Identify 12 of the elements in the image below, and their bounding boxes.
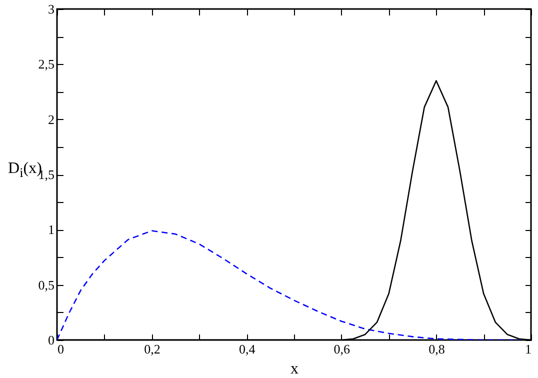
x-tick-label: 0,8 [428,342,445,356]
y-tick-label: 0,5 [38,277,54,292]
x-tick-label: 0,6 [334,342,351,356]
x-tick-label: 0,2 [144,342,160,356]
y-tick-label: 2,5 [38,56,54,72]
x-tick-label: 0,4 [238,342,256,356]
x-tick-label: 1 [525,342,532,356]
y-tick-label: 3 [48,2,54,16]
x-tick-label: 0 [58,342,64,356]
y-tick-label: 2 [48,112,54,127]
y-tick-label: 1 [48,222,54,238]
x-axis-title: x [290,360,298,378]
